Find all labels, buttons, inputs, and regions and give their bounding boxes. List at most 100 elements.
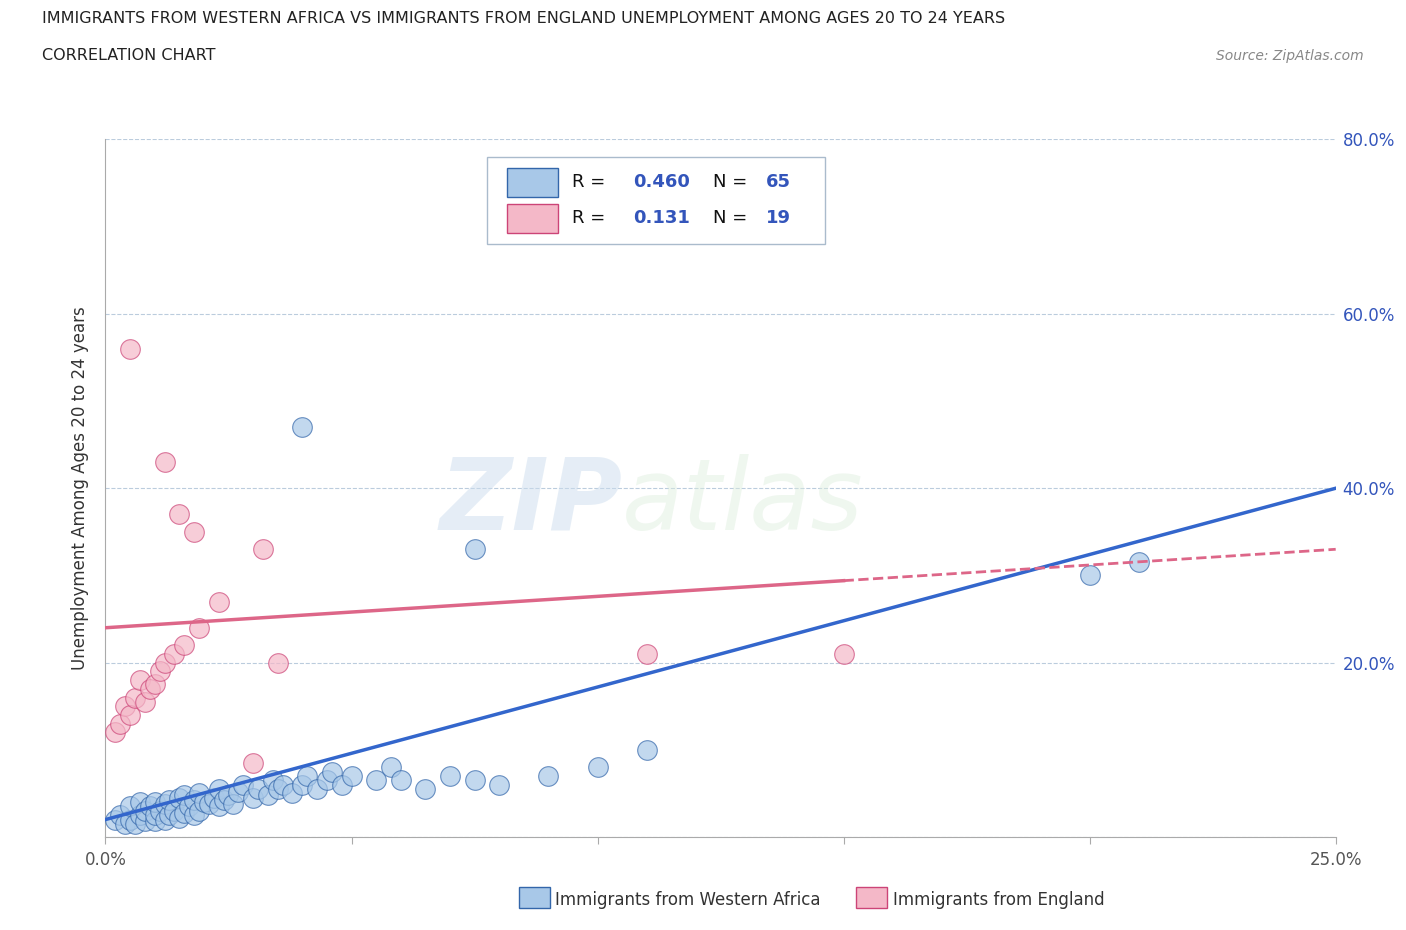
- Point: [315, 773, 337, 788]
- Point: [262, 773, 284, 788]
- Point: [297, 768, 319, 783]
- Text: 65: 65: [766, 173, 792, 192]
- Point: [114, 698, 136, 713]
- Point: [169, 507, 191, 522]
- Point: [110, 716, 132, 731]
- Point: [163, 804, 186, 818]
- Point: [517, 219, 540, 234]
- Point: [129, 794, 152, 809]
- Point: [173, 805, 195, 820]
- Point: [281, 786, 304, 801]
- Point: [188, 804, 211, 818]
- Point: [124, 817, 146, 831]
- Point: [222, 796, 245, 811]
- Point: [267, 781, 290, 796]
- Point: [159, 808, 180, 823]
- Point: [291, 777, 314, 792]
- Point: [129, 808, 152, 823]
- Point: [173, 788, 195, 803]
- Text: CORRELATION CHART: CORRELATION CHART: [42, 48, 215, 63]
- Point: [143, 814, 166, 829]
- Point: [120, 799, 141, 814]
- Point: [124, 690, 146, 705]
- Point: [193, 794, 215, 809]
- Point: [120, 812, 141, 827]
- Text: N =: N =: [713, 209, 754, 228]
- Point: [1078, 568, 1101, 583]
- Point: [104, 812, 127, 827]
- Point: [169, 790, 191, 805]
- Point: [149, 804, 172, 818]
- Point: [439, 768, 461, 783]
- Point: [104, 725, 127, 740]
- Point: [134, 804, 156, 818]
- Point: [188, 620, 211, 635]
- Point: [183, 525, 205, 539]
- Point: [415, 781, 437, 796]
- Point: [212, 793, 235, 808]
- Text: Source: ZipAtlas.com: Source: ZipAtlas.com: [1216, 49, 1364, 63]
- FancyBboxPatch shape: [506, 204, 558, 233]
- Point: [488, 777, 510, 792]
- Point: [143, 677, 166, 692]
- Point: [464, 773, 486, 788]
- Point: [389, 773, 412, 788]
- Y-axis label: Unemployment Among Ages 20 to 24 years: Unemployment Among Ages 20 to 24 years: [72, 306, 90, 671]
- Point: [380, 760, 402, 775]
- Point: [163, 646, 186, 661]
- Point: [330, 777, 353, 792]
- Point: [636, 742, 658, 757]
- Point: [138, 799, 162, 814]
- Point: [179, 799, 201, 814]
- Point: [149, 664, 172, 679]
- Point: [173, 638, 195, 653]
- Point: [271, 777, 294, 792]
- Point: [110, 808, 132, 823]
- Point: [208, 594, 231, 609]
- Point: [291, 419, 314, 434]
- Point: [232, 777, 254, 792]
- Point: [143, 808, 166, 823]
- Point: [586, 760, 609, 775]
- FancyBboxPatch shape: [486, 157, 825, 245]
- Point: [197, 796, 221, 811]
- Point: [183, 793, 205, 808]
- Point: [143, 794, 166, 809]
- Point: [218, 788, 240, 803]
- Point: [267, 656, 290, 671]
- Point: [247, 781, 270, 796]
- Point: [159, 793, 180, 808]
- Point: [183, 808, 205, 823]
- Point: [153, 656, 176, 671]
- Point: [153, 796, 176, 811]
- Text: Immigrants from England: Immigrants from England: [893, 891, 1105, 910]
- Text: IMMIGRANTS FROM WESTERN AFRICA VS IMMIGRANTS FROM ENGLAND UNEMPLOYMENT AMONG AGE: IMMIGRANTS FROM WESTERN AFRICA VS IMMIGR…: [42, 11, 1005, 26]
- Point: [169, 810, 191, 825]
- Point: [138, 682, 162, 697]
- Text: atlas: atlas: [621, 454, 863, 551]
- Point: [129, 672, 152, 687]
- Point: [153, 812, 176, 827]
- Text: N =: N =: [713, 173, 754, 192]
- Point: [208, 799, 231, 814]
- Point: [228, 784, 250, 799]
- Text: R =: R =: [572, 209, 616, 228]
- Point: [202, 790, 225, 805]
- Point: [321, 764, 343, 779]
- Text: 19: 19: [766, 209, 792, 228]
- FancyBboxPatch shape: [506, 167, 558, 197]
- Text: ZIP: ZIP: [439, 454, 621, 551]
- Point: [636, 646, 658, 661]
- Point: [537, 768, 560, 783]
- Point: [114, 817, 136, 831]
- Point: [120, 341, 141, 356]
- Point: [513, 219, 536, 234]
- Point: [366, 773, 388, 788]
- Point: [1128, 555, 1150, 570]
- Point: [242, 790, 264, 805]
- Point: [832, 646, 855, 661]
- Point: [208, 781, 231, 796]
- Point: [153, 455, 176, 470]
- Text: R =: R =: [572, 173, 610, 192]
- Point: [134, 814, 156, 829]
